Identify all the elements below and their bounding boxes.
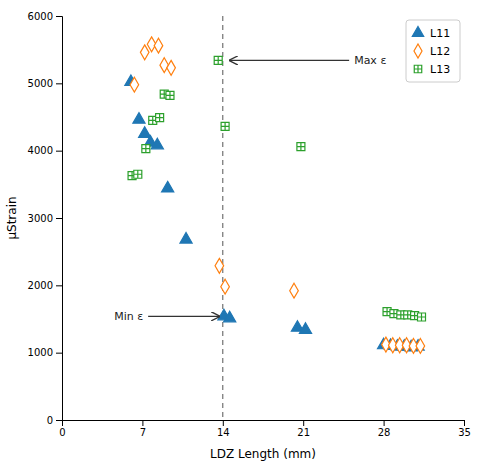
x-axis-tick: 7 (140, 420, 146, 438)
reference-line (222, 16, 223, 420)
y-axis-tick-mark (56, 151, 62, 152)
point (140, 45, 149, 60)
point (166, 91, 174, 99)
y-axis-tick-mark (56, 353, 62, 354)
series-2 (128, 56, 425, 321)
y-axis-tick: 1000 (28, 347, 62, 358)
y-axis: 0 1000 2000 3000 4000 5000 6000 (28, 11, 63, 426)
y-axis-tick-label: 1000 (28, 347, 53, 358)
x-axis-tick: 35 (458, 420, 471, 438)
point (134, 170, 142, 178)
plot: 0 7 14 21 28 35 0 1000 2000 3000 4000 5000 6000 Max ε… (28, 11, 471, 438)
y-axis-tick-mark (56, 420, 62, 421)
y-axis-tick: 5000 (28, 78, 62, 89)
y-axis-tick: 0 (47, 415, 62, 426)
y-axis-tick-mark (56, 16, 62, 17)
point (215, 258, 224, 273)
y-axis-line (56, 17, 63, 421)
point (224, 311, 236, 322)
x-axis-tick: 21 (297, 420, 310, 438)
point (139, 127, 151, 138)
point (160, 58, 169, 73)
point (133, 113, 145, 124)
series-0 (125, 75, 424, 351)
x-axis-tick: 14 (217, 420, 230, 438)
point (416, 338, 425, 353)
y-axis-tick-label: 5000 (28, 78, 53, 89)
legend-label: L13 (430, 63, 450, 76)
point (290, 283, 299, 298)
y-axis-tick: 2000 (28, 280, 62, 291)
point (299, 323, 311, 334)
y-axis-tick: 6000 (28, 11, 62, 22)
y-axis-tick-label: 4000 (28, 145, 53, 156)
point (418, 313, 426, 321)
y-axis-tick-label: 3000 (28, 213, 53, 224)
x-axis-tick-label: 0 (59, 427, 65, 438)
point (180, 233, 192, 244)
legend-box (406, 20, 460, 82)
x-axis-tick: 0 (59, 420, 65, 438)
y-axis-tick: 4000 (28, 145, 62, 156)
x-axis-tick-mark (142, 420, 143, 426)
point (221, 279, 230, 294)
x-axis-line (63, 421, 465, 427)
legend-label: L12 (430, 45, 450, 58)
point (130, 77, 139, 92)
y-axis-tick-label: 6000 (28, 11, 53, 22)
chart: 0 7 14 21 28 35 0 1000 2000 3000 4000 5000 6000 Max ε… (0, 0, 480, 470)
y-axis-title: μStrain (5, 196, 19, 239)
annotation-label: Min ε (114, 310, 143, 323)
legend-item: L13 (414, 63, 450, 76)
point (221, 122, 229, 130)
legend-item: L11 (412, 26, 450, 39)
y-axis-tick-label: 2000 (28, 280, 53, 291)
marks (125, 16, 426, 420)
y-axis-tick-label: 0 (47, 415, 53, 426)
point (162, 181, 174, 192)
legend-symbol (414, 44, 422, 58)
x-axis-tick-label: 7 (140, 427, 146, 438)
x-axis: 0 7 14 21 28 35 (59, 420, 471, 438)
point (142, 145, 150, 153)
legend: L11 L12 L13 (406, 20, 460, 82)
y-axis-tick: 3000 (28, 213, 62, 224)
point (214, 56, 222, 64)
annotation-label: Max ε (354, 54, 386, 67)
annotation-arrow (230, 60, 349, 61)
x-axis-tick-label: 28 (378, 427, 391, 438)
x-axis-tick-mark (303, 420, 304, 426)
x-axis-tick: 28 (378, 420, 391, 438)
point (297, 143, 305, 151)
legend-label: L11 (430, 27, 450, 40)
x-axis-tick-label: 14 (217, 427, 230, 438)
x-axis-tick-label: 35 (458, 427, 471, 438)
legend-symbol (414, 65, 421, 72)
y-axis-tick-mark (56, 285, 62, 286)
x-axis-tick-mark (223, 420, 224, 426)
point (156, 114, 164, 122)
point (154, 38, 163, 53)
series-1 (130, 37, 425, 354)
point (167, 60, 176, 75)
x-axis-title: LDZ Length (mm) (210, 447, 316, 461)
legend-symbol (412, 26, 423, 36)
point (151, 138, 163, 149)
x-axis-tick-mark (464, 420, 465, 426)
annotations: Max ε Min ε (114, 54, 386, 323)
annotation-arrow (148, 316, 219, 317)
x-axis-tick-label: 21 (297, 427, 310, 438)
legend-item: L12 (414, 44, 450, 58)
x-axis-tick-mark (384, 420, 385, 426)
y-axis-tick-mark (56, 83, 62, 84)
y-axis-tick-mark (56, 218, 62, 219)
